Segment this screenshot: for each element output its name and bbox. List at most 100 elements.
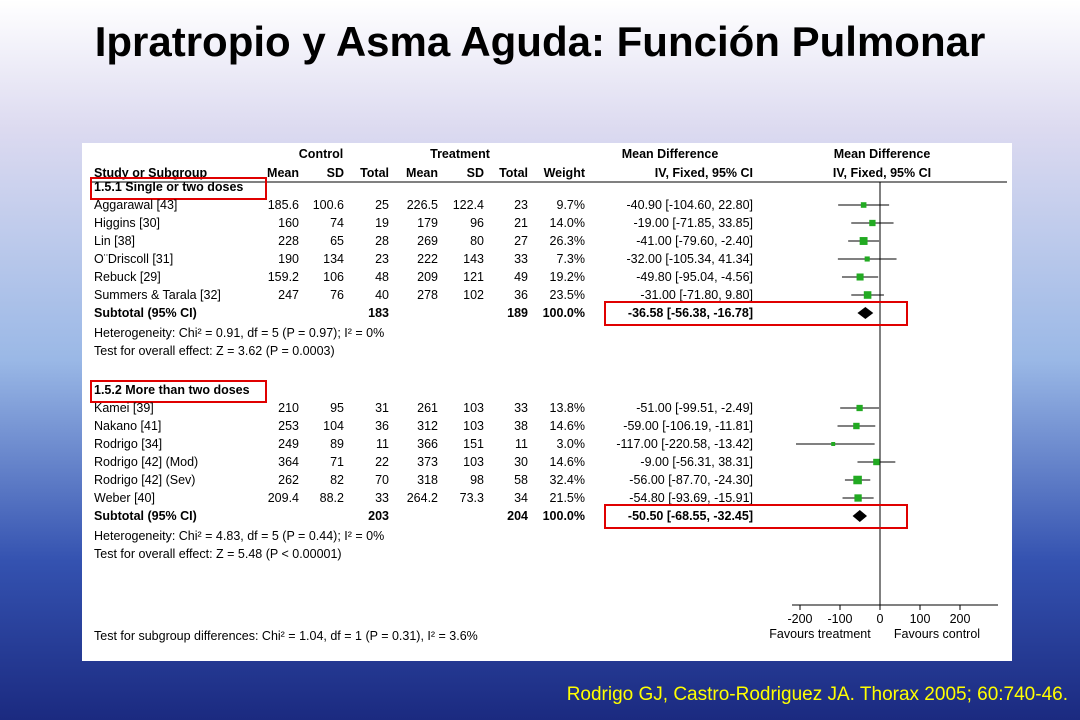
study-sd-control: 104 — [323, 419, 344, 433]
subgroup-highlight-box — [90, 177, 267, 200]
study-sd-control: 76 — [330, 288, 344, 302]
study-mean-treatment: 226.5 — [407, 198, 438, 212]
study-weight: 13.8% — [550, 401, 585, 415]
header-mean-difference-left: Mean Difference — [622, 147, 719, 161]
study-mean-control: 209.4 — [268, 491, 299, 505]
subtotal-highlight-box — [604, 301, 908, 326]
study-mean-treatment: 366 — [417, 437, 438, 451]
study-effect-marker — [863, 291, 872, 299]
study-effect-marker — [853, 475, 862, 485]
subgroup-differences-text: Test for subgroup differences: Chi² = 1.… — [94, 629, 478, 643]
study-effect-marker — [856, 404, 863, 412]
header-weight: Weight — [544, 166, 586, 180]
study-ci-text: -32.00 [-105.34, 41.34] — [627, 252, 753, 266]
subtotal-ci-text: -50.50 [-68.55, -32.45] — [628, 509, 753, 523]
forest-plot-panel: Control Treatment Mean Difference Mean Diff… — [82, 143, 1012, 661]
study-total-treatment: 58 — [514, 473, 528, 487]
study-sd-treatment: 102 — [463, 288, 484, 302]
study-total-control: 23 — [375, 252, 389, 266]
study-sd-control: 100.6 — [313, 198, 344, 212]
study-mean-treatment: 373 — [417, 455, 438, 469]
header-method-left: IV, Fixed, 95% CI — [655, 166, 753, 180]
study-ci-text: -59.00 [-106.19, -11.81] — [623, 419, 753, 433]
study-mean-control: 253 — [278, 419, 299, 433]
study-sd-treatment: 73.3 — [460, 491, 484, 505]
favours-treatment-label: Favours treatment — [769, 627, 871, 641]
study-total-control: 48 — [375, 270, 389, 284]
header-control: Control — [299, 147, 343, 161]
study-total-control: 40 — [375, 288, 389, 302]
subtotal-total-control: 203 — [368, 509, 389, 523]
study-sd-control: 88.2 — [320, 491, 344, 505]
study-name: Rebuck [29] — [94, 270, 161, 284]
header-sd-control: SD — [327, 166, 344, 180]
study-weight: 14.6% — [550, 455, 585, 469]
study-mean-treatment: 261 — [417, 401, 438, 415]
study-mean-treatment: 264.2 — [407, 491, 438, 505]
study-name: Lin [38] — [94, 234, 135, 248]
study-total-treatment: 23 — [514, 198, 528, 212]
header-mean-difference-right: Mean Difference — [834, 147, 931, 161]
study-total-treatment: 34 — [514, 491, 528, 505]
study-mean-control: 185.6 — [268, 198, 299, 212]
study-mean-control: 364 — [278, 455, 299, 469]
study-sd-control: 95 — [330, 401, 344, 415]
study-total-control: 25 — [375, 198, 389, 212]
header-treatment: Treatment — [430, 147, 491, 161]
study-total-treatment: 27 — [514, 234, 528, 248]
header-total-control: Total — [360, 166, 389, 180]
study-weight: 23.5% — [550, 288, 585, 302]
study-effect-marker — [856, 273, 864, 281]
subgroup-label: 1.5.1 Single or two doses — [94, 180, 243, 194]
header-method-right: IV, Fixed, 95% CI — [833, 166, 931, 180]
study-weight: 19.2% — [550, 270, 585, 284]
study-name: Higgins [30] — [94, 216, 160, 230]
heterogeneity-text: Heterogeneity: Chi² = 0.91, df = 5 (P = … — [94, 326, 384, 340]
study-mean-control: 249 — [278, 437, 299, 451]
study-weight: 32.4% — [550, 473, 585, 487]
study-mean-treatment: 269 — [417, 234, 438, 248]
header-mean-control: Mean — [267, 166, 299, 180]
study-name: Rodrigo [42] (Mod) — [94, 455, 198, 469]
study-total-treatment: 36 — [514, 288, 528, 302]
study-weight: 7.3% — [557, 252, 586, 266]
study-effect-marker — [854, 494, 862, 502]
subtotal-total-control: 183 — [368, 306, 389, 320]
study-ci-text: -41.00 [-79.60, -2.40] — [636, 234, 753, 248]
x-axis-tick-label: -200 — [787, 612, 812, 626]
subgroup-highlight-box — [90, 380, 267, 403]
study-name: Summers & Tarala [32] — [94, 288, 221, 302]
study-ci-text: -9.00 [-56.31, 38.31] — [640, 455, 753, 469]
study-weight: 14.0% — [550, 216, 585, 230]
study-effect-marker — [859, 237, 868, 245]
study-total-control: 70 — [375, 473, 389, 487]
study-sd-treatment: 122.4 — [453, 198, 484, 212]
study-sd-treatment: 143 — [463, 252, 484, 266]
study-sd-treatment: 98 — [470, 473, 484, 487]
study-total-control: 11 — [376, 437, 389, 451]
subtotal-highlight-box — [604, 504, 908, 529]
study-sd-control: 134 — [323, 252, 344, 266]
subtotal-weight: 100.0% — [543, 306, 585, 320]
study-ci-text: -31.00 [-71.80, 9.80] — [640, 288, 753, 302]
study-ci-text: -117.00 [-220.58, -13.42] — [616, 437, 753, 451]
study-effect-marker — [873, 458, 880, 466]
subtotal-label: Subtotal (95% CI) — [94, 509, 197, 523]
x-axis-tick-label: -100 — [827, 612, 852, 626]
study-total-control: 22 — [375, 455, 389, 469]
study-total-treatment: 21 — [514, 216, 528, 230]
study-weight: 3.0% — [557, 437, 586, 451]
study-mean-treatment: 312 — [417, 419, 438, 433]
study-weight: 9.7% — [557, 198, 586, 212]
subtotal-total-treatment: 204 — [507, 509, 528, 523]
study-total-treatment: 33 — [514, 252, 528, 266]
study-total-treatment: 11 — [515, 437, 528, 451]
study-sd-control: 106 — [323, 270, 344, 284]
study-name: Rodrigo [34] — [94, 437, 162, 451]
study-sd-treatment: 121 — [463, 270, 484, 284]
study-mean-treatment: 222 — [417, 252, 438, 266]
study-name: O¨Driscoll [31] — [94, 252, 173, 266]
study-sd-treatment: 103 — [463, 401, 484, 415]
study-name: Nakano [41] — [94, 419, 161, 433]
study-sd-control: 65 — [330, 234, 344, 248]
